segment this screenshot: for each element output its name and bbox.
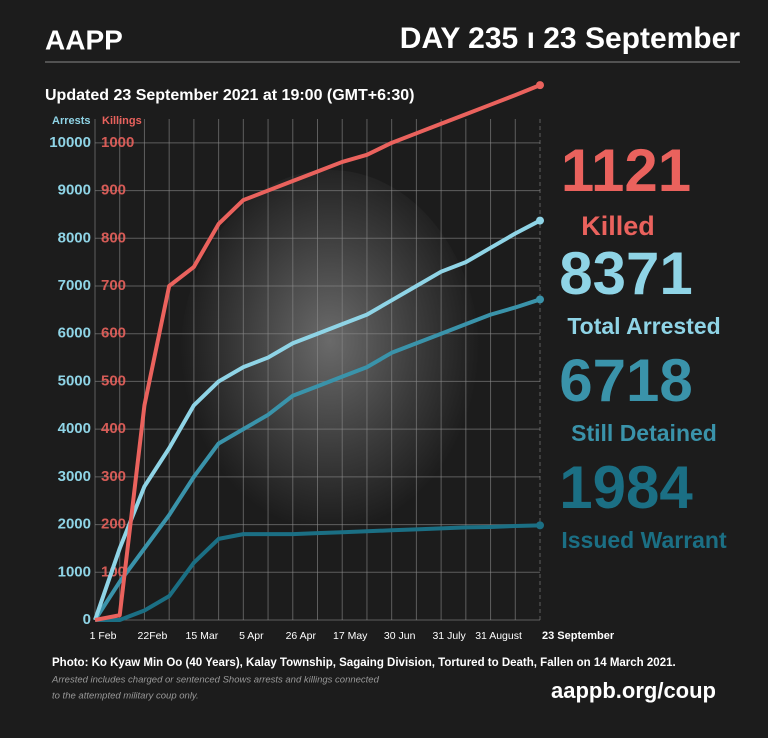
y-tick-label: 8000 [58,229,91,246]
series-line [93,297,541,622]
day-title: DAY 235 ı 23 September [400,22,741,55]
y-tick-label: 5000 [58,372,91,389]
end-point [536,295,544,304]
y-tick-label: 2000 [58,516,91,533]
y-tick-label: 3000 [58,468,91,485]
y-axis-label: Arrests [52,115,91,127]
y-tick-label: 0 [83,611,91,628]
x-tick-label: 15 Mar [186,630,219,642]
stat-value: 8371 [559,240,692,307]
y2-tick-label: 800 [101,229,126,246]
x-tick-label: 17 May [333,630,368,642]
y-tick-label: 1000 [58,563,91,580]
x-tick-label: 23 September [542,630,615,642]
logo: AAPP [45,24,123,55]
y2-tick-label: 400 [101,420,126,437]
series-line [93,218,541,621]
y2-tick-label: 700 [101,277,126,294]
y2-tick-label: 900 [101,182,126,199]
x-tick-label: 31 July [432,630,466,642]
y-tick-label: 4000 [58,420,91,437]
stat-label: Issued Warrant [561,527,727,553]
stat-value: 1121 [561,137,691,204]
y2-tick-label: 1000 [101,134,134,151]
y2-tick-label: 200 [101,516,126,533]
x-tick-label: 22Feb [138,630,168,642]
y2-tick-label: 300 [101,468,126,485]
end-point [536,521,544,530]
y-tick-label: 9000 [58,182,91,199]
series-line [95,523,541,622]
stat-value: 1984 [559,454,693,521]
series-line [94,83,541,622]
x-tick-label: 31 August [475,630,522,642]
x-tick-label: 30 Jun [384,630,416,642]
y2-tick-label: 600 [101,325,126,342]
y-tick-label: 6000 [58,325,91,342]
url: aappb.org/coup [551,678,716,703]
stat-label: Total Arrested [567,313,720,339]
stat-label: Still Detained [571,420,717,446]
updated: Updated 23 September 2021 at 19:00 (GMT+… [45,87,414,104]
note: Arrested includes charged or sentenced S… [51,675,380,686]
y-tick-label: 10000 [49,134,91,151]
caption: Photo: Ko Kyaw Min Oo (40 Years), Kalay … [52,657,676,669]
portrait-shade [180,170,480,550]
stat-label: Killed [581,211,655,241]
y2-axis-label: Killings [102,115,142,127]
y-tick-label: 7000 [58,277,91,294]
plot: 1 Feb 22Feb 15 Mar 5 Apr 26 Apr 17 May 30 Jun 3… [49,81,615,642]
x-tick-label: 5 Apr [239,630,264,642]
x-tick-label: 1 Feb [90,630,117,642]
note: to the attempted military coup only. [52,691,199,702]
stat-value: 6718 [559,347,692,414]
end-point [536,216,544,225]
y2-tick-label: 500 [101,372,126,389]
end-point [536,81,544,90]
x-tick-label: 26 Apr [286,630,317,642]
